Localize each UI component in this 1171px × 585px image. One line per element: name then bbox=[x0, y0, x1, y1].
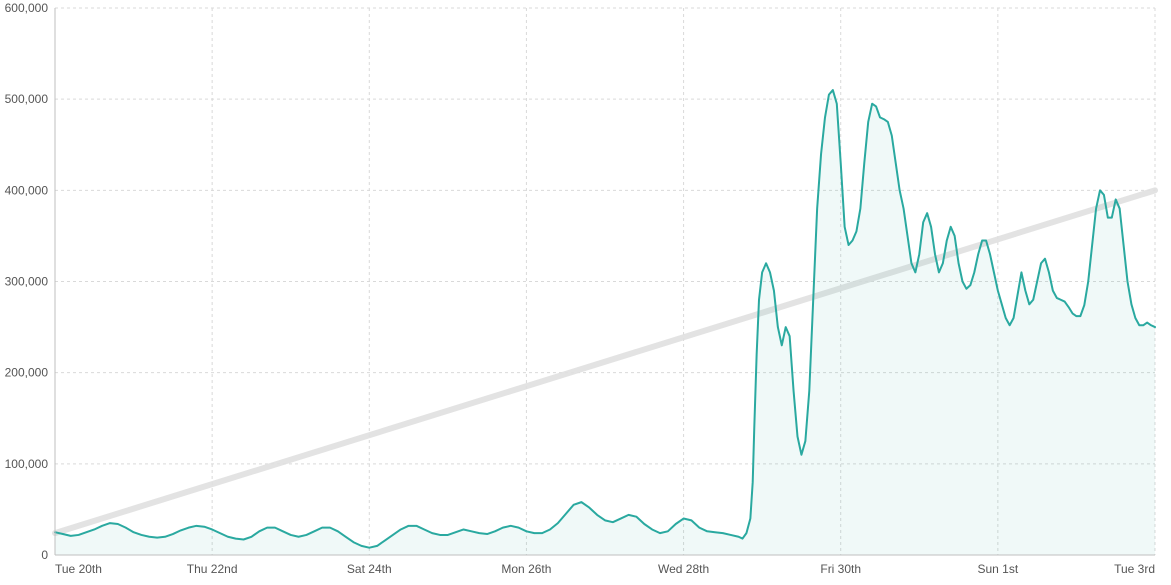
x-tick-label: Sun 1st bbox=[978, 562, 1019, 576]
x-tick-label: Mon 26th bbox=[501, 562, 551, 576]
x-tick-label: Sat 24th bbox=[347, 562, 392, 576]
chart-svg: 0 100,000 200,000 300,000 400,000 500,000 600,… bbox=[0, 0, 1171, 585]
y-tick-label: 200,000 bbox=[5, 366, 49, 380]
x-tick-label: Tue 20th bbox=[55, 562, 102, 576]
y-tick-label: 500,000 bbox=[5, 92, 49, 106]
time-series-chart: 0 100,000 200,000 300,000 400,000 500,000 600,… bbox=[0, 0, 1171, 585]
y-tick-label: 300,000 bbox=[5, 275, 49, 289]
x-tick-label: Thu 22nd bbox=[187, 562, 238, 576]
y-tick-label: 400,000 bbox=[5, 183, 49, 197]
y-tick-label: 0 bbox=[41, 548, 48, 562]
y-tick-label: 100,000 bbox=[5, 457, 49, 471]
x-tick-label: Tue 3rd bbox=[1114, 562, 1155, 576]
x-tick-label: Wed 28th bbox=[658, 562, 709, 576]
y-tick-label: 600,000 bbox=[5, 1, 49, 15]
x-tick-label: Fri 30th bbox=[820, 562, 861, 576]
